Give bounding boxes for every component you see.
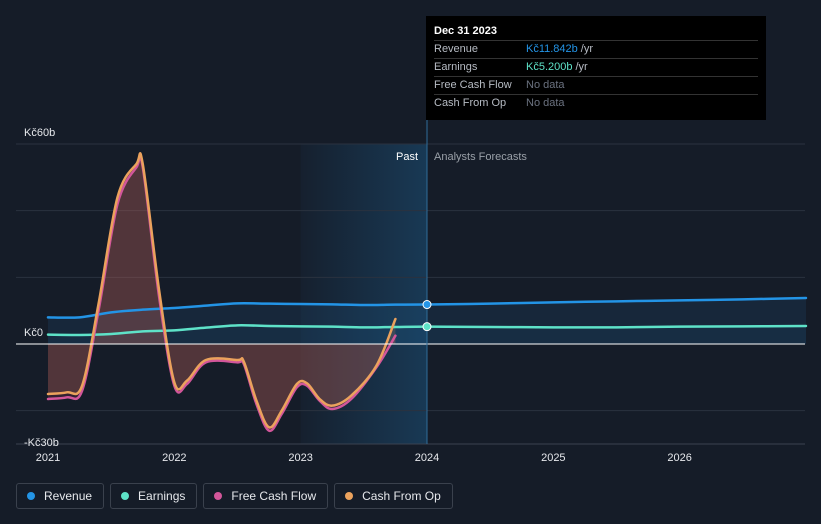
legend-item-cash-from-op[interactable]: Cash From Op — [334, 483, 453, 509]
y-axis-label-top: Kč60b — [24, 127, 55, 139]
x-tick-label: 2026 — [667, 452, 691, 464]
legend-label: Free Cash Flow — [231, 489, 317, 503]
tooltip-row-free-cash-flow: Free Cash Flow No data — [434, 77, 758, 95]
legend-item-earnings[interactable]: Earnings — [110, 483, 198, 509]
tooltip-date: Dec 31 2023 — [434, 22, 758, 41]
legend-label: Revenue — [44, 489, 93, 503]
legend-item-revenue[interactable]: Revenue — [16, 483, 105, 509]
tooltip-unit: /yr — [575, 61, 588, 73]
tooltip-value: Kč11.842b/yr — [526, 41, 593, 58]
highlight-point-earnings — [422, 322, 432, 332]
legend-dot-icon — [27, 492, 35, 500]
legend-dot-icon — [121, 492, 130, 500]
tooltip-value-earnings: Kč5.200b — [526, 61, 573, 73]
line-earnings — [46, 324, 808, 337]
tooltip-value: Kč5.200b/yr — [526, 59, 588, 76]
area-cash-from-op — [48, 153, 396, 428]
line-revenue — [46, 296, 808, 319]
tooltip-value-free-cash-flow: No data — [526, 79, 565, 91]
area-free-cash-flow — [48, 156, 396, 431]
tooltip-panel: Dec 31 2023 Revenue Kč11.842b/yr Earning… — [426, 16, 766, 120]
legend-label: Cash From Op — [362, 489, 441, 503]
legend-dot-icon — [345, 492, 354, 500]
tooltip-label: Revenue — [434, 43, 479, 55]
tooltip-value-cash-from-op: No data — [526, 97, 565, 109]
tooltip-label: Cash From Op — [434, 97, 507, 109]
legend-label: Earnings — [138, 489, 186, 503]
tooltip-label: Earnings — [434, 61, 478, 73]
highlight-point-revenue — [422, 300, 432, 310]
tooltip-row-revenue: Revenue Kč11.842b/yr — [434, 41, 758, 59]
x-tick-label: 2024 — [415, 452, 439, 464]
past-region-label: Past — [396, 151, 418, 163]
y-axis-label-zero: Kč0 — [24, 327, 43, 339]
chart-legend: Revenue Earnings Free Cash Flow Cash Fro… — [16, 483, 453, 509]
tooltip-label: Free Cash Flow — [434, 79, 512, 91]
tooltip-row-earnings: Earnings Kč5.200b/yr — [434, 59, 758, 77]
tooltip-value: No data — [526, 77, 565, 94]
x-tick-label: 2022 — [162, 452, 186, 464]
tooltip-row-cash-from-op: Cash From Op No data — [434, 95, 758, 112]
forecast-region-label: Analysts Forecasts — [434, 151, 527, 163]
x-tick-label: 2023 — [288, 452, 312, 464]
line-cash-from-op — [46, 152, 397, 429]
legend-item-free-cash-flow[interactable]: Free Cash Flow — [203, 483, 329, 509]
tooltip-value: No data — [526, 95, 565, 112]
y-axis-label-bottom: -Kč30b — [24, 437, 59, 449]
tooltip-value-revenue: Kč11.842b — [526, 43, 578, 55]
x-tick-label: 2025 — [541, 452, 565, 464]
legend-dot-icon — [214, 492, 223, 500]
tooltip-unit: /yr — [580, 43, 594, 55]
x-tick-label: 2021 — [36, 452, 60, 464]
past-region-band — [300, 144, 427, 444]
